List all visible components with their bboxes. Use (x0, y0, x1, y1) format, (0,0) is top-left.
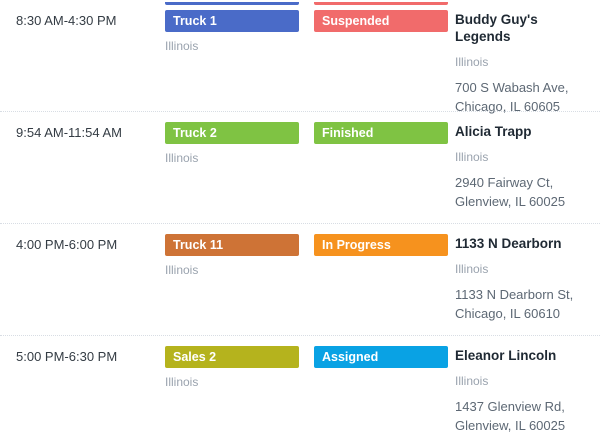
truck-cell: Sales 2 Illinois (165, 346, 314, 446)
address-line-2: Glenview, IL 60025 (455, 418, 566, 433)
status-badge: In Progress (314, 234, 448, 256)
schedule-row[interactable]: 4:00 PM-6:00 PM Truck 11 Illinois In Pro… (0, 224, 600, 336)
destination-address: 700 S Wabash Ave, Chicago, IL 60605 (455, 78, 586, 116)
truck-badge: Truck 2 (165, 122, 299, 144)
status-cell: Assigned (314, 346, 455, 446)
address-line-2: Chicago, IL 60610 (455, 306, 561, 321)
time-range-label: 9:54 AM-11:54 AM (16, 125, 122, 140)
destination-address: 2940 Fairway Ct, Glenview, IL 60025 (455, 173, 586, 211)
status-badge: Assigned (314, 346, 448, 368)
destination-address: 1133 N Dearborn St, Chicago, IL 60610 (455, 285, 586, 323)
clipped-previous-status-badge (314, 2, 448, 5)
destination-name: 1133 N Dearborn (455, 236, 562, 251)
truck-cell: Truck 2 Illinois (165, 122, 314, 223)
address-line-1: 2940 Fairway Ct, (455, 175, 554, 190)
destination-name: Buddy Guy's Legends (455, 12, 538, 44)
address-line-2: Chicago, IL 60605 (455, 99, 561, 114)
schedule-row[interactable]: 9:54 AM-11:54 AM Truck 2 Illinois Finish… (0, 112, 600, 224)
status-cell: Finished (314, 122, 455, 223)
destination-cell: Alicia Trapp Illinois 2940 Fairway Ct, G… (455, 122, 600, 223)
truck-region-label: Illinois (165, 375, 199, 389)
truck-region-label: Illinois (165, 151, 199, 165)
time-range-label: 5:00 PM-6:30 PM (16, 349, 118, 364)
status-cell: In Progress (314, 234, 455, 335)
truck-region-label: Illinois (165, 263, 199, 277)
address-line-1: 1133 N Dearborn St, (455, 287, 574, 302)
time-range-label: 4:00 PM-6:00 PM (16, 237, 118, 252)
address-line-2: Glenview, IL 60025 (455, 194, 566, 209)
truck-badge: Truck 1 (165, 10, 299, 32)
destination-name: Eleanor Lincoln (455, 348, 557, 363)
destination-address: 1437 Glenview Rd, Glenview, IL 60025 (455, 397, 586, 435)
destination-region-label: Illinois (455, 55, 489, 69)
destination-name: Alicia Trapp (455, 124, 532, 139)
destination-region-label: Illinois (455, 262, 489, 276)
destination-cell: Buddy Guy's Legends Illinois 700 S Wabas… (455, 10, 600, 116)
address-line-1: 1437 Glenview Rd, (455, 399, 565, 414)
schedule-row[interactable]: 5:00 PM-6:30 PM Sales 2 Illinois Assigne… (0, 336, 600, 446)
status-cell: Suspended (314, 10, 455, 116)
destination-region-label: Illinois (455, 150, 489, 164)
schedule-row[interactable]: 8:30 AM-4:30 PM Truck 1 Illinois Suspend… (0, 0, 600, 114)
destination-cell: Eleanor Lincoln Illinois 1437 Glenview R… (455, 346, 600, 446)
clipped-previous-truck-badge (165, 2, 299, 5)
time-range-label: 8:30 AM-4:30 PM (16, 13, 117, 28)
truck-badge: Sales 2 (165, 346, 299, 368)
truck-badge: Truck 11 (165, 234, 299, 256)
destination-region-label: Illinois (455, 374, 489, 388)
status-badge: Suspended (314, 10, 448, 32)
destination-cell: 1133 N Dearborn Illinois 1133 N Dearborn… (455, 234, 600, 335)
status-badge: Finished (314, 122, 448, 144)
truck-cell: Truck 1 Illinois (165, 10, 314, 116)
truck-region-label: Illinois (165, 39, 199, 53)
truck-cell: Truck 11 Illinois (165, 234, 314, 335)
address-line-1: 700 S Wabash Ave, (455, 80, 569, 95)
